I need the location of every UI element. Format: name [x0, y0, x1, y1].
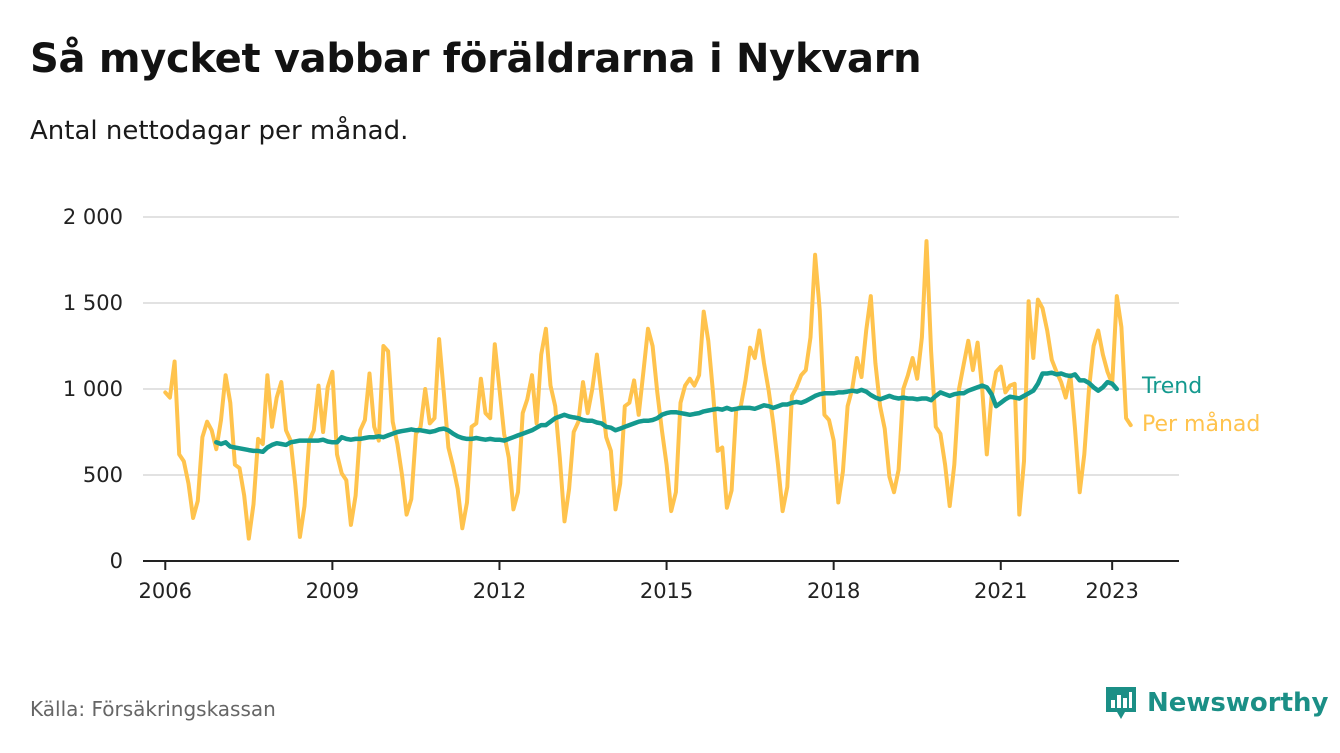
brand-logo: Newsworthy: [1103, 684, 1328, 722]
series-line-trend: [214, 370, 1120, 455]
y-tick-label: 1 500: [63, 291, 123, 315]
x-tick-label: 2012: [473, 579, 526, 603]
series-label-per-manad: Per månad: [1142, 411, 1260, 437]
x-tick-label: 2009: [306, 579, 359, 603]
y-tick-label: 500: [83, 463, 123, 487]
chart-title: Så mycket vabbar föräldrarna i Nykvarn: [30, 36, 922, 82]
x-axis-ticks: 2006 2009 2012 2015 2018 2021 2023: [139, 561, 1139, 603]
x-tick-label: 2018: [807, 579, 860, 603]
x-tick-label: 2015: [640, 579, 693, 603]
y-tick-label: 2 000: [63, 205, 123, 229]
series-label-trend: Trend: [1141, 374, 1202, 399]
newsworthy-logo-icon: [1106, 687, 1136, 719]
series-lines: [163, 239, 1133, 541]
x-tick-label: 2023: [1085, 579, 1138, 603]
series-line-per-manad: [163, 239, 1133, 541]
source-note: Källa: Försäkringskassan: [30, 697, 276, 721]
y-axis-tick-labels: 0 500 1 000 1 500 2 000: [63, 205, 123, 573]
y-tick-label: 0: [110, 549, 123, 573]
line-chart: 0 500 1 000 1 500 2 000 2006 2009 2012 2015 2018…: [63, 205, 1260, 603]
y-tick-label: 1 000: [63, 377, 123, 401]
series-labels: Per månad Trend: [1141, 374, 1260, 437]
chart-subtitle: Antal nettodagar per månad.: [30, 116, 409, 146]
brand-name: Newsworthy: [1147, 688, 1329, 718]
x-tick-label: 2021: [974, 579, 1027, 603]
x-tick-label: 2006: [139, 579, 192, 603]
